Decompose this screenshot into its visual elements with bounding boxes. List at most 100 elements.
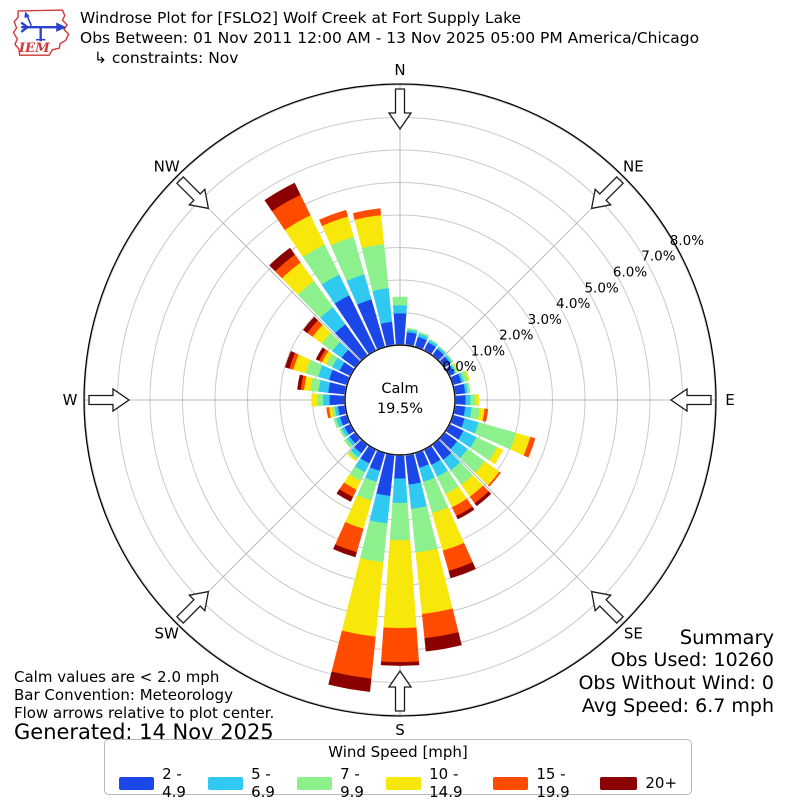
convention-note: Bar Convention: Meteorology [14, 686, 233, 704]
petal-segment [475, 394, 479, 406]
legend-swatch-icon [493, 776, 529, 790]
petal-segment [448, 562, 476, 579]
petal-segment [454, 383, 466, 395]
petal-segment [392, 304, 408, 314]
legend-item: 7 - 9.9 [297, 765, 386, 801]
legend-swatch-icon [600, 776, 638, 790]
petal-segment [339, 428, 347, 439]
compass-labels: N NE E SE S SW W NW [63, 61, 735, 739]
petal-segment [322, 394, 330, 406]
petal-segment [331, 630, 376, 679]
flow-arrow-icon [175, 175, 210, 210]
legend: Wind Speed [mph] 2 - 4.9 5 - 6.9 7 - 9.9 10… [104, 739, 692, 801]
compass-label: NE [623, 158, 644, 176]
petal-segment [470, 394, 476, 406]
petal-segment [264, 182, 301, 212]
petal-segment [405, 331, 417, 346]
compass-label: SW [154, 624, 179, 642]
petal-segment [319, 209, 348, 227]
petal-segment [381, 627, 419, 663]
petal-segment [455, 395, 466, 405]
petal-segment [341, 558, 384, 637]
legend-item: 2 - 4.9 [119, 765, 208, 801]
petal-segment [333, 417, 340, 429]
compass-label: N [394, 61, 405, 79]
legend-swatch-icon [208, 776, 244, 790]
legend-label: 15 - 19.9 [536, 765, 570, 801]
petal-segment [464, 370, 470, 381]
outer-circle [83, 83, 717, 717]
legend-item: 15 - 19.9 [493, 765, 600, 801]
petal-segment [474, 491, 492, 507]
petal-segment [454, 405, 466, 417]
compass-label: S [395, 721, 405, 739]
compass-label: W [63, 391, 78, 409]
petal-segment [393, 312, 407, 345]
legend-label: 20+ [645, 774, 678, 792]
legend-label: 10 - 14.9 [429, 765, 463, 801]
petal-segment [392, 478, 408, 504]
petal-segment [392, 296, 408, 306]
petal-segment [466, 382, 471, 394]
legend-swatch-icon [297, 776, 333, 790]
footnotes: Calm values are < 2.0 mph Bar Convention… [14, 668, 275, 744]
legend-label: 5 - 6.9 [251, 765, 275, 801]
petal-segment [328, 671, 372, 692]
flow-arrow-icon [590, 590, 625, 625]
petal-segment [389, 502, 411, 541]
calm-label: Calm [381, 381, 418, 397]
flow-arrow-icon [590, 175, 625, 210]
calm-value: 19.5% [377, 401, 423, 417]
petal-segment [383, 539, 417, 629]
petal-segment [336, 489, 354, 502]
calm-note: Calm values are < 2.0 mph [14, 668, 220, 686]
summary-title: Summary [679, 626, 774, 649]
calm-circle [344, 344, 456, 456]
iem-logo: IEM [12, 9, 70, 56]
petal-segment [327, 382, 346, 395]
petal-segment [347, 452, 357, 462]
petal-segment [303, 316, 319, 334]
ring-label: 6.0% [613, 264, 647, 280]
legend-label: 7 - 9.9 [340, 765, 364, 801]
petals [264, 182, 536, 692]
petal-segment [326, 407, 331, 419]
ring-label: 8.0% [670, 233, 704, 249]
flow-arrow-icon [387, 669, 413, 712]
petal-segment [315, 347, 326, 361]
arrows-note: Flow arrows relative to plot center. [14, 704, 275, 722]
petal-segment [380, 661, 420, 666]
ring-label: 4.0% [556, 296, 590, 312]
page-title: Windrose Plot for [FSLO2] Wolf Creek at … [80, 9, 522, 27]
petal-segment [445, 353, 454, 363]
petal-segment [343, 438, 354, 449]
petal-segment [269, 247, 296, 272]
legend-title: Wind Speed [mph] [328, 743, 468, 761]
petal-segment [418, 331, 430, 338]
weather-vane-icon [20, 11, 67, 42]
legend-swatch-icon [119, 776, 155, 790]
flow-arrow-icon [88, 387, 131, 413]
logo-text: IEM [18, 41, 50, 56]
petal-segment [311, 393, 318, 407]
petal-segment [333, 544, 357, 558]
generated-date: Generated: 14 Nov 2025 [14, 720, 274, 744]
obs-without-wind: Obs Without Wind: 0 [578, 672, 774, 694]
legend-item: 5 - 6.9 [208, 765, 297, 801]
petal-segment [317, 393, 324, 407]
petal-segment [489, 446, 504, 465]
petal-segment [329, 394, 345, 406]
petal-segment [394, 455, 406, 479]
flow-arrow-icon [669, 387, 712, 413]
ring-label: 5.0% [584, 280, 618, 296]
petal-segment [354, 214, 385, 249]
petal-segment [408, 482, 427, 510]
ring-label: 2.0% [499, 328, 533, 344]
summary-block: Summary Obs Used: 10260 Obs Without Wind… [578, 626, 774, 718]
flow-arrows [88, 88, 712, 712]
obs-used: Obs Used: 10260 [610, 649, 774, 671]
petal-segment [456, 506, 475, 520]
avg-speed: Avg Speed: 6.7 mph [581, 695, 774, 717]
petal-segment [369, 493, 391, 524]
